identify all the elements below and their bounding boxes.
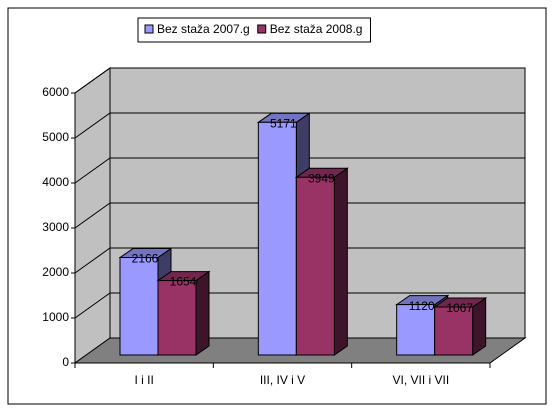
grid-line [74, 112, 525, 139]
data-label: 1654 [170, 275, 197, 289]
x-tick-label: III, IV i V [260, 373, 305, 387]
data-label: 1120 [409, 299, 435, 313]
legend-label: Bez staža 2008.g [270, 22, 363, 36]
grid-line [74, 157, 525, 184]
legend [137, 17, 371, 43]
y-tick-label: 6000 [42, 85, 69, 99]
data-label: 2166 [132, 252, 159, 266]
legend-label: Bez staža 2007.g [157, 22, 250, 36]
legend-swatch [144, 24, 154, 34]
x-tick-label: I i II [134, 373, 153, 387]
grid-line [74, 292, 525, 319]
y-tick-label: 0 [62, 355, 69, 369]
bar-side [472, 297, 487, 356]
bar-side [195, 270, 210, 356]
data-label: 3949 [308, 171, 335, 185]
x-tick-label: VI, VII i VII [392, 373, 449, 387]
y-tick-label: 1000 [42, 310, 69, 324]
bar [257, 121, 297, 356]
bar [434, 306, 474, 356]
grid-line [74, 202, 525, 229]
data-label: 1067 [446, 301, 473, 315]
bar [157, 280, 197, 356]
data-label: 5171 [270, 116, 297, 130]
bar-side [333, 167, 348, 356]
grid-line [74, 247, 525, 274]
bar [295, 176, 335, 356]
y-tick-label: 5000 [42, 130, 69, 144]
bar [119, 257, 159, 356]
y-tick-label: 3000 [42, 220, 69, 234]
y-tick-label: 4000 [42, 175, 69, 189]
grid-line [74, 67, 525, 94]
y-tick-label: 2000 [42, 265, 69, 279]
legend-swatch [257, 24, 267, 34]
